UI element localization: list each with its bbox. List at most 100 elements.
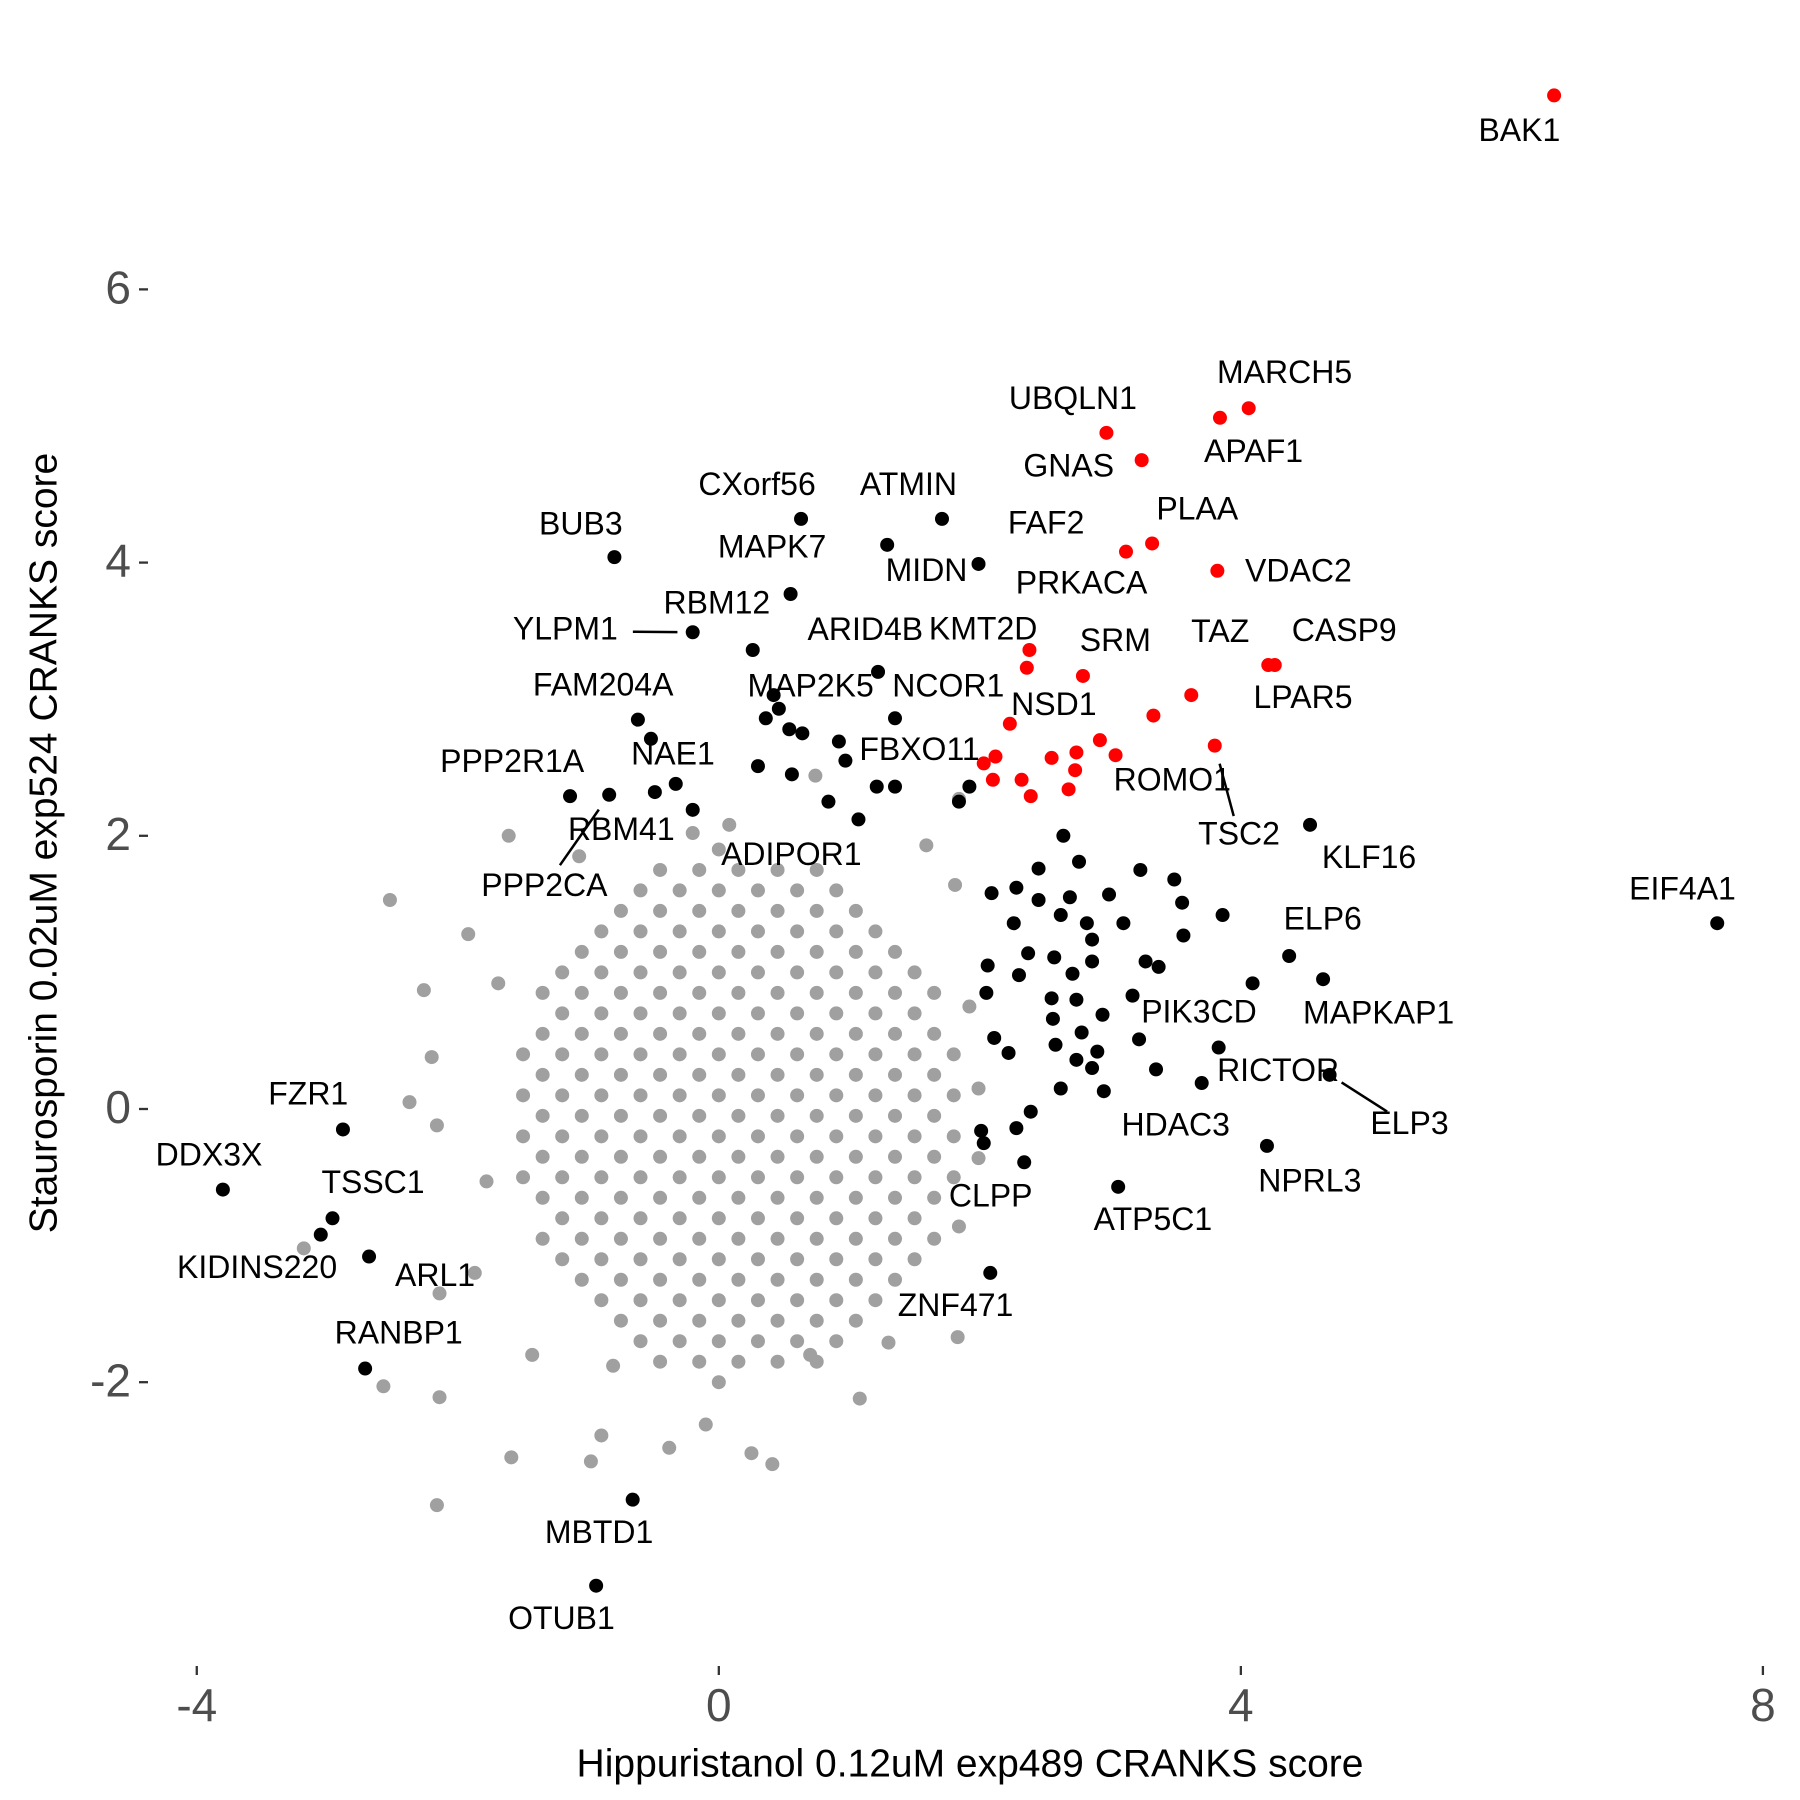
point [790, 965, 805, 980]
point [731, 862, 746, 877]
point [606, 1358, 621, 1373]
point [1095, 1007, 1110, 1022]
point [750, 1293, 765, 1308]
point [1079, 916, 1094, 931]
point [976, 756, 991, 771]
point [555, 1129, 570, 1144]
point [880, 537, 895, 552]
point [653, 985, 668, 1000]
point-label: MAPK7 [718, 528, 826, 564]
point [809, 862, 824, 877]
point [613, 1108, 628, 1123]
y-axis-title: Staurosporin 0.02uM exp524 CRANKS score [22, 453, 65, 1233]
point [692, 862, 707, 877]
point [934, 511, 949, 526]
point-label: LPAR5 [1253, 679, 1352, 715]
point [731, 985, 746, 1000]
point [362, 1249, 377, 1264]
point [1132, 1032, 1147, 1047]
point [1031, 861, 1046, 876]
point [851, 812, 866, 827]
point [770, 1108, 785, 1123]
point [535, 1231, 550, 1246]
point [971, 556, 986, 571]
point-label: BUB3 [539, 505, 623, 541]
point [809, 1026, 824, 1041]
point-label: RBM41 [568, 811, 675, 847]
point [692, 1108, 707, 1123]
point [1194, 1076, 1209, 1091]
point-label: YLPM1 [513, 611, 618, 647]
point [1065, 966, 1080, 981]
point [1009, 1121, 1024, 1136]
point [572, 849, 587, 864]
point [1019, 660, 1034, 675]
point [829, 1129, 844, 1144]
point-label: FAM204A [533, 667, 674, 703]
point [809, 1231, 824, 1246]
point [555, 1170, 570, 1185]
point [809, 1108, 824, 1123]
point [831, 734, 846, 749]
point [1102, 887, 1117, 902]
point [594, 1047, 609, 1062]
point [750, 1129, 765, 1144]
point [613, 1272, 628, 1287]
point [731, 944, 746, 959]
point [1031, 892, 1046, 907]
point [633, 1088, 648, 1103]
point [692, 944, 707, 959]
point [745, 643, 760, 658]
point-label: HDAC3 [1121, 1107, 1229, 1143]
point [907, 1252, 922, 1267]
point [750, 1211, 765, 1226]
point [1002, 716, 1017, 731]
point [790, 1129, 805, 1144]
point [951, 1219, 966, 1234]
x-tick-label: 4 [1228, 1679, 1254, 1731]
point [848, 944, 863, 959]
point [633, 965, 648, 980]
point [868, 965, 883, 980]
point-label: MAPKAP1 [1303, 995, 1454, 1031]
point [535, 1067, 550, 1082]
point [868, 1006, 883, 1021]
point [1151, 959, 1166, 974]
point [1096, 1084, 1111, 1099]
point [731, 1067, 746, 1082]
point [429, 1498, 444, 1513]
point [1547, 88, 1562, 103]
point [516, 1047, 531, 1062]
point [868, 1088, 883, 1103]
point [888, 1272, 903, 1287]
point [750, 1088, 765, 1103]
point [594, 1293, 609, 1308]
point [633, 1211, 648, 1226]
point [516, 1170, 531, 1185]
point [829, 1047, 844, 1062]
point-label: MBTD1 [545, 1514, 653, 1550]
point [1075, 668, 1090, 683]
point-label: ATMIN [860, 466, 957, 502]
axes: -4 0 4 8 -2 0 2 4 6 [90, 262, 1776, 1732]
point [555, 1088, 570, 1103]
point-label: ELP3 [1370, 1105, 1448, 1141]
point [1125, 988, 1140, 1003]
point [1072, 854, 1087, 869]
point [711, 883, 726, 898]
point [672, 1129, 687, 1144]
point [574, 1231, 589, 1246]
point [868, 1170, 883, 1185]
point [594, 1211, 609, 1226]
point [613, 1313, 628, 1328]
point [583, 1454, 598, 1469]
point [790, 1088, 805, 1103]
point [790, 883, 805, 898]
leader-line [1218, 763, 1235, 817]
point [731, 1108, 746, 1123]
point [711, 1293, 726, 1308]
point [1056, 828, 1071, 843]
point [1145, 536, 1160, 551]
point [1001, 1045, 1016, 1060]
point [1044, 750, 1059, 765]
